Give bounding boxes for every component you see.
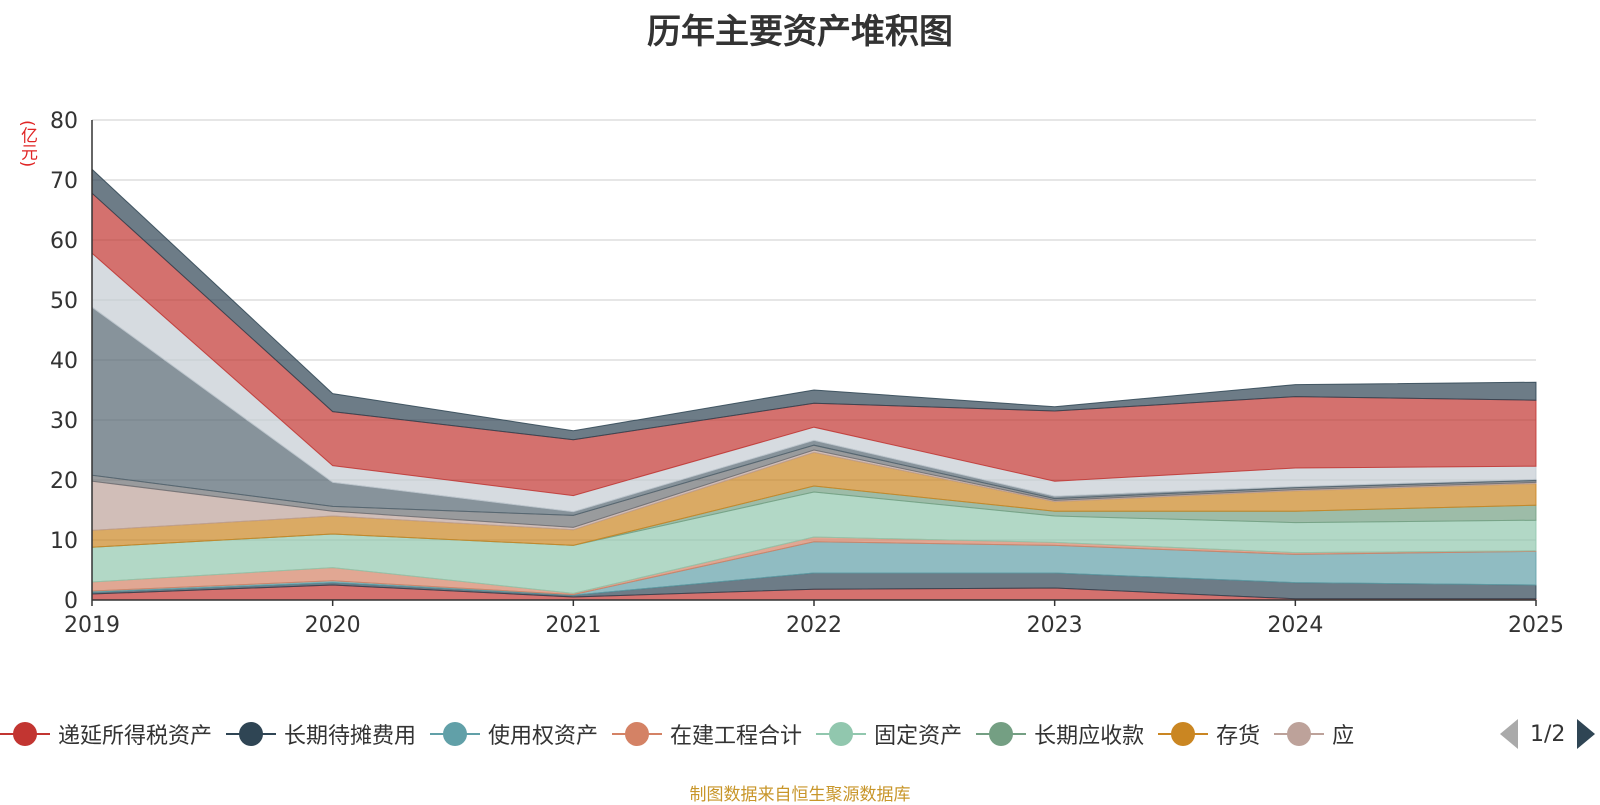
area-series-12 — [91, 168, 1537, 441]
legend-item[interactable]: 递延所得税资产 — [0, 718, 212, 750]
y-tick-label-10: 10 — [50, 529, 78, 554]
chart-title: 历年主要资产堆积图 — [647, 12, 953, 52]
legend-marker-icon — [1158, 722, 1209, 746]
stacked-area-chart: 0 10 20 30 40 50 60 70 80 2019 2020 2021 2022 2023 202… — [50, 109, 1564, 638]
legend-label: 在建工程合计 — [670, 724, 803, 749]
legend-next-page-icon[interactable] — [1577, 719, 1596, 749]
legend-marker-icon — [612, 722, 663, 746]
legend-item[interactable]: 长期应收款 — [976, 718, 1144, 750]
x-tick-label-2021: 2021 — [545, 613, 601, 638]
legend-item[interactable]: 固定资产 — [816, 718, 962, 750]
data-source-note: 制图数据来自恒生聚源数据库 — [689, 785, 911, 805]
legend-pager: 1/2 — [1500, 716, 1596, 752]
x-tick-label-2019: 2019 — [64, 613, 120, 638]
legend-marker-icon — [1274, 722, 1325, 746]
y-tick-label-30: 30 — [50, 409, 78, 434]
legend-marker-icon — [226, 722, 277, 746]
legend-item[interactable]: 应 — [1274, 718, 1354, 750]
legend-item[interactable]: 存货 — [1158, 718, 1260, 750]
y-tick-label-80: 80 — [50, 109, 78, 134]
y-tick-label-70: 70 — [50, 169, 78, 194]
legend-marker-icon — [0, 722, 50, 746]
legend-label: 递延所得税资产 — [58, 724, 213, 749]
x-tick-label-2020: 2020 — [305, 613, 361, 638]
x-tick-label-2023: 2023 — [1027, 613, 1083, 638]
legend-item[interactable]: 使用权资产 — [430, 718, 598, 750]
y-axis-unit-label: (亿元) — [17, 120, 37, 168]
legend-label: 应 — [1332, 724, 1355, 749]
legend-marker-icon — [976, 722, 1027, 746]
legend-prev-page-icon[interactable] — [1500, 719, 1518, 749]
x-tick-label-2025: 2025 — [1508, 613, 1564, 638]
y-tick-label-40: 40 — [50, 349, 78, 374]
x-tick-label-2024: 2024 — [1267, 613, 1323, 638]
legend-label: 长期待摊费用 — [284, 724, 417, 749]
legend-marker-icon — [816, 722, 867, 746]
x-tick-label-2022: 2022 — [786, 613, 842, 638]
legend-item[interactable]: 在建工程合计 — [612, 718, 802, 750]
y-tick-label-0: 0 — [64, 589, 78, 614]
legend-marker-icon — [430, 722, 481, 746]
chart-legend: 递延所得税资产 长期待摊费用 使用权资产 在建工程合计 固定资产 长期应收款 存货 应 — [0, 718, 1480, 750]
y-tick-label-50: 50 — [50, 289, 78, 314]
legend-label: 存货 — [1216, 724, 1261, 749]
legend-item[interactable]: 长期待摊费用 — [226, 718, 416, 750]
legend-page-indicator: 1/2 — [1530, 721, 1566, 747]
y-tick-label-20: 20 — [50, 469, 78, 494]
y-tick-label-60: 60 — [50, 229, 78, 254]
legend-label: 固定资产 — [874, 724, 963, 749]
legend-label: 使用权资产 — [488, 724, 599, 749]
legend-label: 长期应收款 — [1034, 724, 1145, 749]
